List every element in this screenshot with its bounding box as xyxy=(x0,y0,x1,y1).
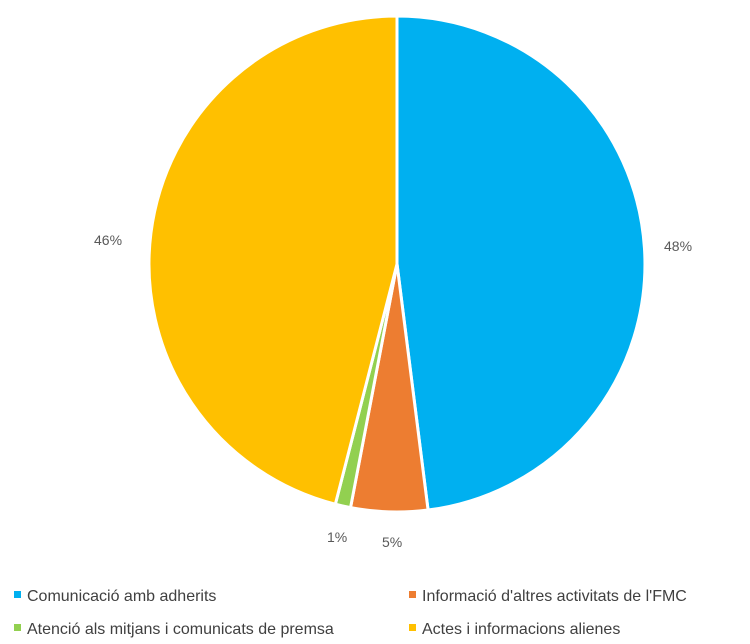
legend-swatch xyxy=(14,624,21,632)
legend-item-informacio: Informació d'altres activitats de l'FMC xyxy=(409,588,687,606)
slice-actes xyxy=(147,14,399,506)
legend-item-atencio: Atenció als mitjans i comunicats de prem… xyxy=(14,621,334,639)
data-label-comunicacio: 48% xyxy=(664,238,693,254)
legend-item-comunicacio: Comunicació amb adherits xyxy=(14,588,216,606)
data-label-informacio: 5% xyxy=(382,534,403,550)
pie-chart xyxy=(147,14,647,514)
slice-comunicacio xyxy=(395,14,647,512)
legend-swatch xyxy=(14,591,21,599)
legend-label: Comunicació amb adherits xyxy=(27,588,217,605)
legend-label: Atenció als mitjans i comunicats de prem… xyxy=(27,621,334,638)
legend-label: Actes i informacions alienes xyxy=(422,621,621,638)
data-label-atencio: 1% xyxy=(327,529,348,545)
legend-label: Informació d'altres activitats de l'FMC xyxy=(422,588,687,605)
legend-item-actes: Actes i informacions alienes xyxy=(409,621,620,639)
data-label-actes: 46% xyxy=(94,232,123,248)
legend-swatch xyxy=(409,591,416,599)
legend-swatch xyxy=(409,624,416,632)
